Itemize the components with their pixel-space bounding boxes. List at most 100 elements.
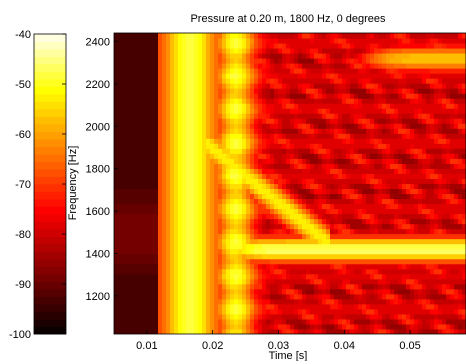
heatmap-cell bbox=[146, 143, 151, 149]
heatmap-cell bbox=[334, 98, 339, 104]
heatmap-cell bbox=[190, 118, 195, 124]
heatmap-cell bbox=[194, 279, 199, 285]
heatmap-cell bbox=[366, 48, 371, 54]
heatmap-cell bbox=[234, 324, 239, 330]
heatmap-cell bbox=[282, 168, 287, 174]
heatmap-cell bbox=[422, 143, 427, 149]
heatmap-cell bbox=[350, 284, 355, 290]
heatmap-cell bbox=[314, 103, 319, 109]
heatmap-cell bbox=[426, 184, 431, 190]
heatmap-cell bbox=[314, 138, 319, 144]
heatmap-cell bbox=[286, 38, 291, 44]
colorbar-level bbox=[34, 267, 66, 275]
heatmap-cell bbox=[126, 113, 131, 119]
heatmap-cell bbox=[414, 78, 419, 84]
heatmap-cell bbox=[266, 309, 271, 315]
heatmap-cell bbox=[346, 234, 351, 240]
heatmap-cell bbox=[406, 304, 411, 310]
heatmap-cell bbox=[218, 108, 223, 114]
heatmap-cell bbox=[202, 63, 207, 69]
heatmap-cell bbox=[394, 314, 399, 320]
heatmap-cell bbox=[310, 138, 315, 144]
heatmap-cell bbox=[342, 113, 347, 119]
heatmap-cell bbox=[242, 38, 247, 44]
heatmap-cell bbox=[198, 38, 203, 44]
heatmap-cell bbox=[326, 249, 331, 255]
heatmap-cell bbox=[382, 153, 387, 159]
heatmap-cell bbox=[394, 138, 399, 144]
heatmap-cell bbox=[326, 219, 331, 225]
heatmap-cell bbox=[314, 309, 319, 315]
heatmap-cell bbox=[398, 108, 403, 114]
heatmap-cell bbox=[234, 158, 239, 164]
heatmap-cell bbox=[430, 189, 435, 195]
heatmap-cell bbox=[326, 103, 331, 109]
colorbar-tick-label: -90 bbox=[15, 279, 31, 291]
heatmap-cell bbox=[130, 113, 135, 119]
heatmap-cell bbox=[226, 289, 231, 295]
heatmap-cell bbox=[278, 58, 283, 64]
heatmap-cell bbox=[210, 158, 215, 164]
heatmap-cell bbox=[242, 63, 247, 69]
heatmap-cell bbox=[306, 204, 311, 210]
heatmap-cell bbox=[222, 229, 227, 235]
heatmap-cell bbox=[438, 33, 443, 39]
heatmap-cell bbox=[226, 153, 231, 159]
heatmap-cell bbox=[362, 324, 367, 330]
heatmap-cell bbox=[250, 194, 255, 200]
heatmap-cell bbox=[306, 168, 311, 174]
heatmap-cell bbox=[346, 48, 351, 54]
heatmap-cell bbox=[270, 289, 275, 295]
heatmap-cell bbox=[154, 173, 159, 179]
heatmap-cell bbox=[146, 63, 151, 69]
heatmap-cell bbox=[202, 304, 207, 310]
heatmap-cell bbox=[270, 103, 275, 109]
heatmap-cell bbox=[222, 53, 227, 59]
heatmap-cell bbox=[358, 314, 363, 320]
heatmap-cell bbox=[406, 184, 411, 190]
heatmap-cell bbox=[242, 118, 247, 124]
heatmap-cell bbox=[382, 38, 387, 44]
heatmap-cell bbox=[134, 204, 139, 210]
heatmap-cell bbox=[434, 189, 439, 195]
heatmap-cell bbox=[130, 108, 135, 114]
heatmap-cell bbox=[382, 279, 387, 285]
heatmap-cell bbox=[170, 163, 175, 169]
heatmap-cell bbox=[214, 239, 219, 245]
heatmap-cell bbox=[158, 264, 163, 270]
heatmap-cell bbox=[226, 319, 231, 325]
heatmap-cell bbox=[114, 148, 119, 154]
heatmap-cell bbox=[170, 128, 175, 134]
heatmap-cell bbox=[354, 234, 359, 240]
heatmap-cell bbox=[346, 209, 351, 215]
heatmap-cell bbox=[122, 68, 127, 74]
heatmap-cell bbox=[410, 284, 415, 290]
heatmap-cell bbox=[114, 224, 119, 230]
heatmap-cell bbox=[250, 284, 255, 290]
heatmap-cell bbox=[146, 189, 151, 195]
heatmap-cell bbox=[146, 78, 151, 84]
heatmap-cell bbox=[374, 83, 379, 89]
heatmap-cell bbox=[226, 143, 231, 149]
heatmap-cell bbox=[230, 294, 235, 300]
heatmap-cell bbox=[418, 254, 423, 260]
heatmap-cell bbox=[402, 189, 407, 195]
heatmap-cell bbox=[334, 229, 339, 235]
heatmap-cell bbox=[422, 133, 427, 139]
heatmap-cell bbox=[430, 224, 435, 230]
heatmap-cell bbox=[266, 138, 271, 144]
heatmap-cell bbox=[406, 133, 411, 139]
heatmap-cell bbox=[122, 244, 127, 250]
heatmap-cell bbox=[338, 214, 343, 220]
heatmap-cell bbox=[126, 178, 131, 184]
heatmap-cell bbox=[310, 88, 315, 94]
heatmap-cell bbox=[182, 113, 187, 119]
heatmap-cell bbox=[142, 128, 147, 134]
heatmap-cell bbox=[394, 249, 399, 255]
heatmap-cell bbox=[266, 264, 271, 270]
heatmap-cell bbox=[426, 294, 431, 300]
heatmap-cell bbox=[166, 299, 171, 305]
heatmap-cell bbox=[310, 264, 315, 270]
heatmap-cell bbox=[138, 158, 143, 164]
heatmap-cell bbox=[350, 214, 355, 220]
